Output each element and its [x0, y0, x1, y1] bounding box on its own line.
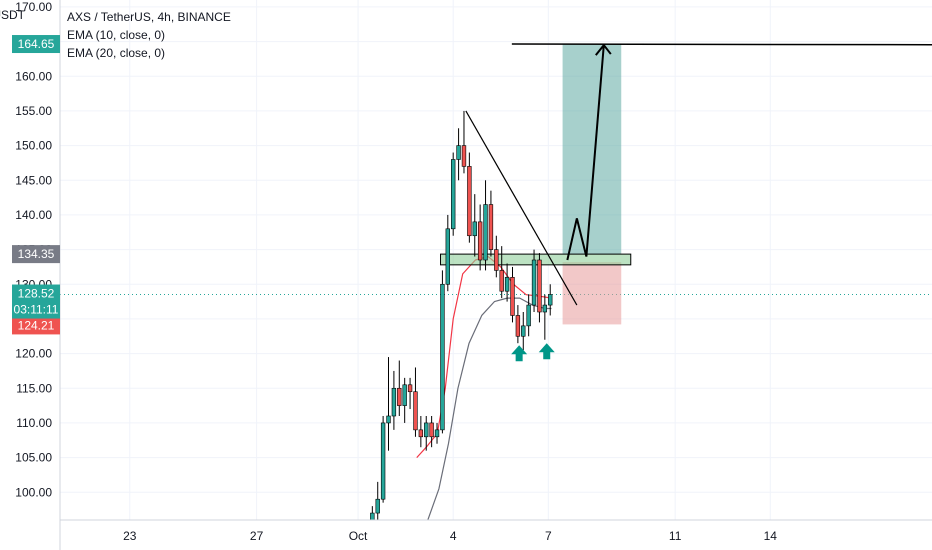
- candle-body: [413, 391, 418, 431]
- candle-body: [542, 304, 548, 313]
- candle-body: [370, 512, 375, 520]
- price-tick-label: 150.00: [15, 139, 52, 153]
- candle-body: [488, 204, 494, 250]
- time-tick-label: Oct: [349, 529, 368, 543]
- ema10-legend[interactable]: EMA (10, close, 0): [67, 28, 166, 42]
- candle-body: [548, 294, 553, 306]
- price-axis-unit: USDT: [0, 8, 26, 22]
- target-price-badge-label: 164.65: [18, 37, 55, 51]
- candle-body: [510, 277, 515, 316]
- time-tick-label: 14: [764, 529, 778, 543]
- time-tick-label: 11: [669, 529, 682, 543]
- candle-body: [526, 304, 531, 327]
- candle-body: [521, 325, 526, 337]
- candle-body: [537, 259, 542, 313]
- position-stop-zone[interactable]: [562, 262, 622, 325]
- candle-body: [461, 145, 467, 167]
- price-tick-label: 120.00: [15, 347, 52, 361]
- price-tick-label: 110.00: [16, 416, 52, 430]
- candle-body: [494, 249, 499, 271]
- price-tick-label: 105.00: [15, 451, 52, 465]
- price-tick-label: 155.00: [15, 104, 52, 118]
- up-arrow-icon[interactable]: [511, 345, 528, 362]
- projection-arrowhead[interactable]: [595, 43, 612, 56]
- candle-body: [445, 228, 450, 285]
- target-line[interactable]: [511, 43, 932, 46]
- candle-body: [429, 422, 434, 438]
- chart-grid: [60, 0, 932, 520]
- candle-body: [499, 270, 504, 292]
- countdown-label: 03:11:11: [14, 303, 59, 317]
- candle-body: [391, 387, 397, 417]
- candle-body: [397, 387, 402, 406]
- chart-legend: AXS / TetherUS, 4h, BINANCE EMA (10, clo…: [67, 8, 231, 62]
- candle-body: [472, 221, 477, 237]
- candle-body: [483, 204, 488, 261]
- current-price-badge: [12, 284, 60, 319]
- candle-body: [515, 315, 521, 337]
- price-tick-label: 100.00: [15, 485, 52, 499]
- candle-body: [467, 166, 472, 237]
- up-arrow-icon[interactable]: [538, 343, 555, 360]
- target-price-badge: [12, 35, 60, 54]
- stop-price-badge: [12, 316, 60, 335]
- zone-price-badge: [12, 245, 60, 264]
- candlesticks: [370, 110, 553, 520]
- time-tick-label: 7: [545, 529, 552, 543]
- zone-price-badge-label: 134.35: [18, 247, 55, 261]
- candle-body: [451, 159, 456, 230]
- price-tick-label: 115.00: [16, 381, 52, 395]
- candle-body: [380, 422, 386, 500]
- price-tick-label: 140.00: [15, 208, 52, 222]
- ema20-line: [427, 297, 552, 520]
- candle-body: [504, 277, 510, 292]
- position-target-zone[interactable]: [562, 44, 622, 255]
- stop-price-badge-label: 124.21: [18, 318, 55, 332]
- candle-body: [386, 415, 391, 424]
- symbol-title[interactable]: AXS / TetherUS, 4h, BINANCE: [67, 10, 231, 24]
- time-tick-label: 23: [123, 529, 137, 543]
- price-badges: 164.65 134.35 124.21 128.52 03:11:11: [12, 35, 60, 335]
- time-tick-label: 4: [450, 529, 457, 543]
- candle-body: [434, 429, 440, 438]
- ema20-legend[interactable]: EMA (20, close, 0): [67, 46, 166, 60]
- candle-body: [477, 221, 483, 261]
- trendline[interactable]: [465, 110, 578, 306]
- time-tick-label: 27: [250, 529, 264, 543]
- drawings[interactable]: [465, 43, 932, 362]
- drawing-zones[interactable]: [440, 44, 632, 325]
- projection-path[interactable]: [566, 44, 605, 261]
- candle-body: [456, 145, 461, 160]
- candle-body: [418, 429, 424, 438]
- price-tick-label: 170.00: [15, 0, 52, 14]
- price-tick-label: 145.00: [15, 173, 52, 187]
- candle-body: [407, 384, 413, 393]
- candle-body: [440, 283, 445, 431]
- candle-body: [424, 422, 429, 438]
- candle-body: [375, 498, 380, 514]
- price-tick-label: 160.00: [15, 69, 52, 83]
- candle-body: [402, 384, 407, 406]
- current-price-label: 128.52: [18, 287, 55, 301]
- candle-body: [531, 259, 537, 306]
